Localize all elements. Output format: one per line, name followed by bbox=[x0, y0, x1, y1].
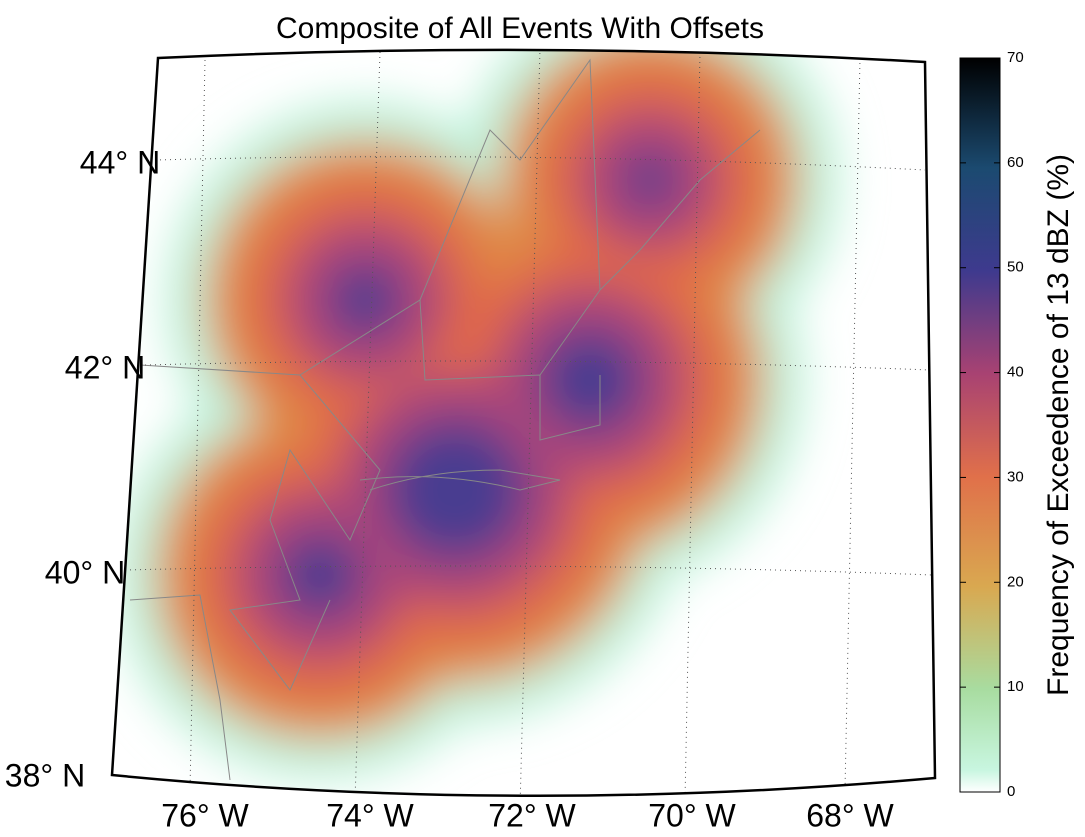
longitude-label: 76° W bbox=[161, 797, 249, 833]
colorbar-tick-label: 60 bbox=[1007, 154, 1024, 171]
coverage bbox=[280, 535, 360, 615]
longitude-label: 68° W bbox=[806, 797, 894, 833]
colorbar-tick-label: 50 bbox=[1007, 259, 1024, 276]
colorbar bbox=[959, 57, 1001, 793]
coverage bbox=[330, 265, 400, 335]
title: Composite of All Events With Offsets bbox=[276, 12, 764, 45]
colorbar-tick-label: 30 bbox=[1007, 468, 1024, 485]
colorbar-ticks: 0 10 20 30 40 50 60 70 bbox=[960, 49, 1024, 800]
latitude-label: 38° N bbox=[5, 757, 85, 793]
colorbar-tick-label: 10 bbox=[1007, 678, 1024, 695]
longitude-label: 74° W bbox=[326, 797, 414, 833]
latitude-label: 40° N bbox=[45, 554, 125, 590]
longitude-labels: 76° W 74° W 72° W 70° W 68° W bbox=[161, 797, 894, 833]
latitude-label: 42° N bbox=[65, 349, 145, 385]
coverage bbox=[540, 330, 640, 430]
graticule bbox=[124, 49, 933, 796]
colorbar-tick-label: 40 bbox=[1007, 364, 1024, 381]
colorbar-tick-label: 0 bbox=[1007, 783, 1015, 800]
map-area bbox=[112, 49, 935, 796]
colorbar-tick-label: 70 bbox=[1007, 49, 1024, 66]
colorbar-label: Frequency of Exceedence of 13 dBZ (%) bbox=[1042, 154, 1075, 696]
latitude-labels: 44° N 42° N 40° N 38° N bbox=[5, 144, 160, 793]
colorbar-tick-label: 20 bbox=[1007, 573, 1024, 590]
longitude-label: 70° W bbox=[648, 797, 736, 833]
map-frame bbox=[110, 48, 937, 798]
longitude-label: 72° W bbox=[488, 797, 576, 833]
latitude-label: 44° N bbox=[80, 144, 160, 180]
coverage bbox=[625, 155, 675, 205]
coverage bbox=[385, 420, 525, 560]
state-borders bbox=[129, 58, 761, 781]
